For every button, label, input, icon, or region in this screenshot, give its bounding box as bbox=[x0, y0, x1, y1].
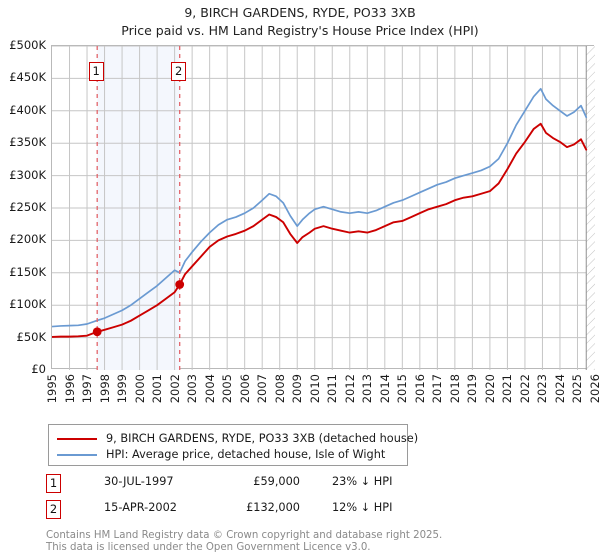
x-axis-tick-label: 2001 bbox=[150, 374, 165, 404]
legend-item-price-paid: 9, BIRCH GARDENS, RYDE, PO33 3XB (detach… bbox=[57, 431, 418, 446]
footer-line-2: This data is licensed under the Open Gov… bbox=[46, 541, 371, 553]
x-axis-tick-label: 2026 bbox=[588, 374, 600, 404]
y-axis-tick-label: £100K bbox=[9, 297, 46, 312]
x-axis-tick-label: 2015 bbox=[395, 374, 410, 404]
chart-svg bbox=[52, 46, 595, 370]
y-axis-tick-label: £350K bbox=[9, 135, 46, 150]
chart-marker-2[interactable]: 2 bbox=[171, 62, 187, 81]
x-axis-tick-label: 2002 bbox=[167, 374, 182, 404]
x-axis-tick-label: 1999 bbox=[115, 374, 130, 404]
transaction-price: £132,000 bbox=[246, 501, 300, 514]
x-axis-tick-label: 2017 bbox=[430, 374, 445, 404]
y-axis-tick-label: £0 bbox=[31, 362, 46, 376]
y-axis-tick-label: £50K bbox=[16, 329, 47, 344]
x-axis-tick-label: 2013 bbox=[360, 374, 375, 404]
transaction-point-1 bbox=[92, 327, 102, 337]
x-axis-tick-label: 2005 bbox=[220, 374, 235, 404]
x-axis-tick-label: 2012 bbox=[342, 374, 357, 404]
page-subtitle: Price paid vs. HM Land Registry's House … bbox=[121, 23, 479, 38]
x-axis-tick-label: 2010 bbox=[307, 374, 322, 404]
transaction-marker-1: 1 bbox=[46, 474, 61, 493]
transactions-table: 1 30-JUL-1997 £59,000 23% ↓ HPI 2 15-APR… bbox=[46, 474, 466, 526]
x-axis-tick-label: 2024 bbox=[552, 374, 567, 404]
y-axis-tick-label: £300K bbox=[9, 167, 46, 182]
chart-plot-area bbox=[51, 45, 595, 370]
table-row[interactable]: 1 30-JUL-1997 £59,000 23% ↓ HPI bbox=[46, 474, 466, 500]
table-row[interactable]: 2 15-APR-2002 £132,000 12% ↓ HPI bbox=[46, 500, 466, 526]
y-axis-tick-label: £500K bbox=[9, 38, 46, 52]
y-axis-tick-label: £250K bbox=[9, 200, 46, 214]
transaction-price: £59,000 bbox=[253, 475, 300, 488]
legend-swatch-hpi bbox=[57, 453, 97, 456]
x-axis-tick-label: 2004 bbox=[202, 374, 217, 404]
transaction-point-2 bbox=[175, 280, 185, 289]
transaction-date: 30-JUL-1997 bbox=[104, 475, 174, 488]
legend-swatch-price-paid bbox=[57, 437, 97, 440]
x-axis-tick-label: 2011 bbox=[325, 374, 340, 404]
page-title: 9, BIRCH GARDENS, RYDE, PO33 3XB bbox=[184, 5, 416, 20]
x-axis-tick-label: 2025 bbox=[570, 374, 585, 404]
x-axis-tick-label: 1996 bbox=[62, 374, 77, 404]
x-axis-tick-label: 2016 bbox=[412, 374, 427, 404]
series-line-price-paid bbox=[52, 122, 588, 338]
x-axis-tick-label: 2006 bbox=[237, 374, 252, 404]
x-axis-tick-label: 2007 bbox=[255, 374, 270, 404]
chart-title-block: 9, BIRCH GARDENS, RYDE, PO33 3XB Price p… bbox=[0, 0, 600, 40]
y-axis-tick-label: £450K bbox=[9, 70, 46, 85]
chart-marker-1[interactable]: 1 bbox=[88, 62, 104, 81]
x-axis-tick-label: 1995 bbox=[45, 374, 59, 404]
y-axis-tick-label: £200K bbox=[9, 232, 46, 247]
legend-item-hpi: HPI: Average price, detached house, Isle… bbox=[57, 447, 399, 462]
transaction-marker-2: 2 bbox=[46, 500, 61, 519]
x-axis-tick-label: 1997 bbox=[80, 374, 95, 404]
x-axis-tick-label: 2009 bbox=[290, 374, 305, 404]
y-axis-tick-label: £150K bbox=[9, 264, 46, 279]
footer-line-1: Contains HM Land Registry data © Crown c… bbox=[46, 530, 443, 541]
transaction-hpi-delta: 23% ↓ HPI bbox=[332, 475, 393, 488]
legend-label-hpi: HPI: Average price, detached house, Isle… bbox=[106, 448, 386, 461]
x-axis-tick-label: 2000 bbox=[132, 374, 147, 404]
x-axis-tick-label: 1998 bbox=[97, 374, 112, 404]
x-axis-tick-label: 2022 bbox=[517, 374, 532, 404]
chart-legend: 9, BIRCH GARDENS, RYDE, PO33 3XB (detach… bbox=[48, 424, 418, 466]
x-axis-tick-label: 2020 bbox=[482, 374, 497, 404]
x-axis-tick-label: 2008 bbox=[272, 374, 287, 404]
x-axis-tick-label: 2018 bbox=[447, 374, 462, 404]
projection-region bbox=[586, 46, 595, 370]
legend-label-price-paid: 9, BIRCH GARDENS, RYDE, PO33 3XB (detach… bbox=[106, 432, 419, 445]
x-axis-tick-label: 2003 bbox=[185, 374, 200, 404]
x-axis-tick-label: 2021 bbox=[500, 374, 515, 404]
transaction-hpi-delta: 12% ↓ HPI bbox=[332, 501, 393, 514]
x-axis-tick-label: 2023 bbox=[535, 374, 550, 404]
y-axis-tick-label: £400K bbox=[9, 102, 46, 117]
x-axis-tick-label: 2019 bbox=[465, 374, 480, 404]
series-line-hpi bbox=[52, 87, 588, 328]
transaction-date: 15-APR-2002 bbox=[104, 501, 177, 514]
x-axis-tick-label: 2014 bbox=[377, 374, 392, 404]
attribution-footer: Contains HM Land Registry data © Crown c… bbox=[46, 530, 586, 553]
